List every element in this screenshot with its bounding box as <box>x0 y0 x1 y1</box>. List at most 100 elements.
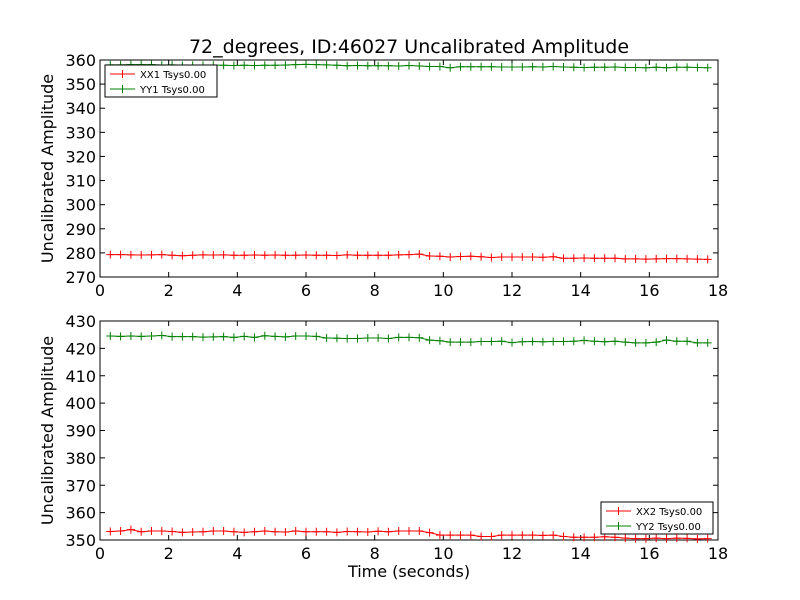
data-point <box>394 526 403 535</box>
data-point <box>590 254 599 263</box>
data-point <box>188 528 197 537</box>
data-point <box>528 252 537 261</box>
data-point <box>456 62 465 71</box>
data-point <box>569 254 578 263</box>
data-point <box>199 250 207 259</box>
data-point <box>147 250 156 259</box>
data-point <box>425 528 434 537</box>
y-tick-label: 280 <box>65 244 96 263</box>
data-point <box>374 61 383 70</box>
data-point <box>600 254 609 263</box>
data-point <box>631 254 640 263</box>
data-point <box>168 527 177 536</box>
data-point <box>405 250 413 259</box>
data-point <box>229 61 238 70</box>
x-tick-label: 2 <box>164 544 174 563</box>
data-point <box>405 526 413 535</box>
data-point <box>281 61 290 70</box>
data-point <box>590 533 599 542</box>
data-point <box>435 252 444 261</box>
y-tick-label: 330 <box>65 123 96 142</box>
data-point <box>157 331 166 340</box>
data-point <box>662 254 671 263</box>
data-point <box>178 528 187 537</box>
data-point <box>662 63 671 72</box>
y-axis-label: Uncalibrated Amplitude <box>38 74 57 263</box>
data-point <box>384 527 393 536</box>
data-point <box>497 531 506 540</box>
data-point <box>332 61 341 70</box>
data-point <box>199 527 207 536</box>
data-point <box>477 62 486 71</box>
data-point <box>405 61 413 70</box>
data-point <box>106 332 115 341</box>
data-point <box>415 250 424 259</box>
data-point <box>569 533 578 542</box>
y-tick-label: 400 <box>65 394 96 413</box>
data-point <box>106 527 115 536</box>
subplot-2: XX2 Tsys0.00 YY2 Tsys0.00 <box>99 320 719 543</box>
data-point <box>611 337 619 346</box>
data-point <box>312 332 321 341</box>
data-point <box>188 251 197 260</box>
data-point <box>219 61 228 70</box>
data-point <box>209 526 218 535</box>
data-point <box>106 250 115 259</box>
data-point <box>569 63 578 72</box>
data-point <box>446 531 455 540</box>
data-point <box>312 251 321 260</box>
data-point <box>312 60 321 69</box>
data-point <box>580 533 589 542</box>
data-point <box>693 338 702 347</box>
series-yy1 <box>106 60 712 72</box>
data-point <box>384 334 393 343</box>
data-point <box>209 332 218 341</box>
data-point <box>322 333 331 342</box>
data-point <box>641 338 650 347</box>
data-point <box>456 338 465 347</box>
x-tick-label: 2 <box>164 281 174 300</box>
y-tick-label: 310 <box>65 172 96 191</box>
data-point <box>322 251 331 260</box>
data-point <box>631 63 640 72</box>
data-point <box>415 62 424 71</box>
data-point <box>693 63 702 72</box>
data-point <box>405 333 413 342</box>
data-point <box>446 252 455 261</box>
data-point <box>291 251 300 260</box>
data-point <box>374 527 383 536</box>
data-point <box>600 63 609 72</box>
x-tick-label: 6 <box>301 544 311 563</box>
data-point <box>178 251 187 260</box>
data-point <box>538 62 547 71</box>
data-point <box>353 61 362 70</box>
data-point <box>528 62 537 71</box>
data-point <box>353 527 362 536</box>
legend-marker <box>118 85 127 93</box>
data-point <box>394 62 403 71</box>
data-point <box>672 63 681 72</box>
plot-frame <box>99 59 719 278</box>
data-point <box>693 255 702 264</box>
data-point <box>641 63 650 72</box>
data-point <box>363 528 372 537</box>
data-point <box>126 250 135 259</box>
data-point <box>466 62 475 71</box>
data-point <box>374 333 383 342</box>
data-point <box>528 531 537 540</box>
data-point <box>260 251 269 260</box>
data-point <box>271 251 280 260</box>
data-point <box>415 333 424 342</box>
data-point <box>477 532 486 541</box>
data-point <box>219 526 228 535</box>
legend-label: YY2 Tsys0.00 <box>635 522 701 533</box>
legend-label: XX1 Tsys0.00 <box>140 70 206 81</box>
data-point <box>703 255 712 264</box>
data-point <box>508 252 516 261</box>
data-point <box>281 332 290 341</box>
data-point <box>322 60 331 69</box>
y-tick-label: 370 <box>65 476 96 495</box>
data-point <box>683 337 692 346</box>
x-tick-label: 16 <box>639 544 659 563</box>
